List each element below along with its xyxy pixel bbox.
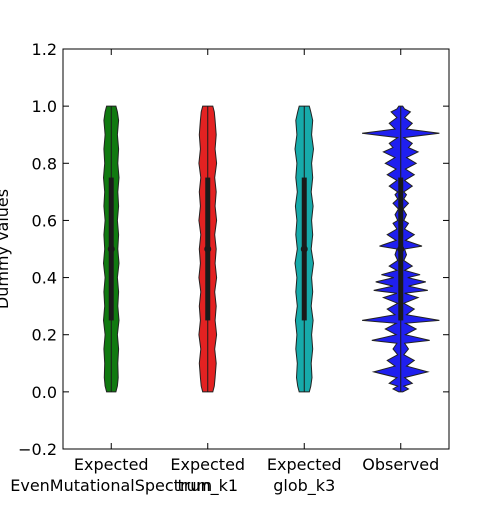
- y-tick-label: 0.8: [32, 154, 57, 173]
- plot-frame: [62, 48, 450, 450]
- violin-median: [300, 245, 308, 253]
- y-axis: −0.2 0.0 0.2 0.4 0.6 0.8 1.0 1.2: [18, 40, 449, 459]
- x-axis: Expected EvenMutationalSpectrum Expected tr…: [10, 49, 439, 496]
- violins: [102, 105, 440, 393]
- plot-area: [63, 49, 449, 449]
- x-tick-label-line1: Expected: [74, 455, 149, 474]
- y-tick-label: 1.0: [32, 97, 57, 116]
- violin-median: [397, 245, 405, 253]
- x-tick-label-line2: EvenMutationalSpectrum: [10, 476, 212, 495]
- x-tick-label-line1: Observed: [362, 455, 439, 474]
- y-axis-label: Dummy values: [0, 189, 12, 309]
- y-tick-label: 1.2: [32, 40, 57, 59]
- violin-median: [107, 245, 115, 253]
- x-tick-label-line2: glob_k3: [273, 476, 335, 496]
- y-tick-label: −0.2: [18, 440, 57, 459]
- y-tick-label: 0.2: [32, 326, 57, 345]
- violin-median: [204, 245, 212, 253]
- y-tick-label: 0.4: [32, 269, 57, 288]
- x-tick-label-line2: trun_k1: [177, 476, 238, 496]
- x-tick-label-line1: Expected: [170, 455, 245, 474]
- y-tick-label: 0.0: [32, 383, 57, 402]
- x-tick-label-line1: Expected: [267, 455, 342, 474]
- y-tick-label: 0.6: [32, 211, 57, 230]
